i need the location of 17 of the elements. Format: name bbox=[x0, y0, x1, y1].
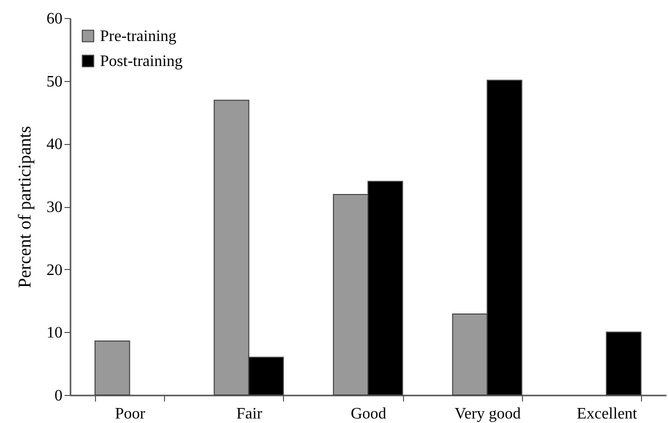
y-tick-label: 20 bbox=[46, 262, 62, 279]
y-tick-label: 30 bbox=[46, 199, 62, 216]
bar bbox=[94, 340, 130, 396]
y-tick-label: 50 bbox=[46, 73, 62, 90]
x-tick-label: Good bbox=[350, 406, 386, 422]
x-tick-label: Excellent bbox=[576, 406, 638, 422]
y-tick-label: 10 bbox=[46, 324, 62, 342]
x-tick-label: Poor bbox=[114, 406, 146, 422]
bar bbox=[606, 332, 642, 396]
x-tick-label: Fair bbox=[236, 406, 263, 422]
y-tick-label: 40 bbox=[46, 136, 62, 154]
x-tick-label: Very good bbox=[454, 406, 521, 422]
legend-label: Pre-training bbox=[100, 28, 176, 45]
y-tick-label: 0 bbox=[54, 388, 62, 404]
y-tick-label: 60 bbox=[46, 10, 62, 28]
legend-label: Post-training bbox=[100, 53, 183, 70]
y-axis-title: Percent of participants bbox=[14, 126, 34, 288]
